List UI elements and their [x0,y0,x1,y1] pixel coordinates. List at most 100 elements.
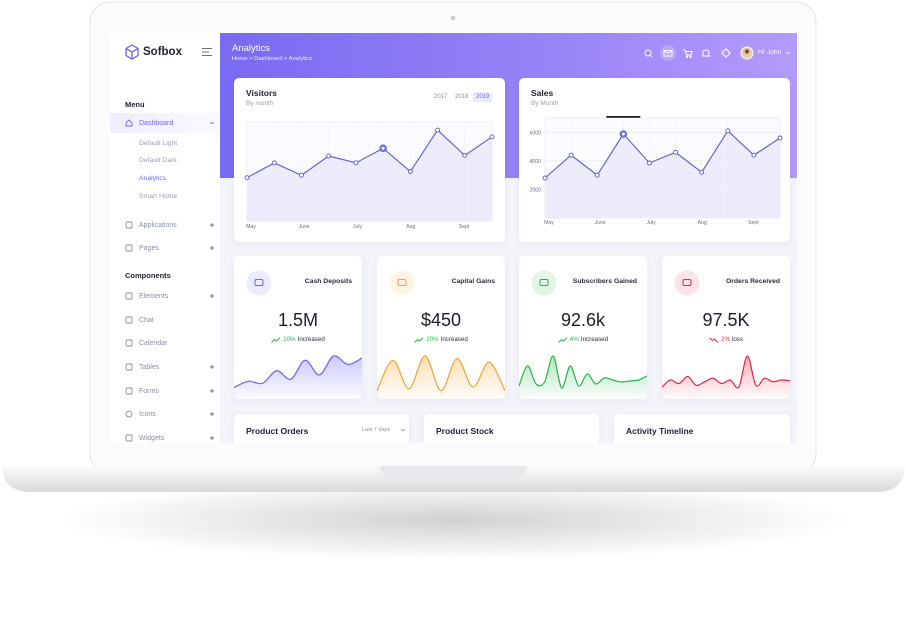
collapse-icon [210,122,214,124]
icon-shape [125,292,133,300]
trend-arrow [709,336,719,343]
icon-shape [125,339,133,347]
nav-label: Applications [139,221,177,229]
plus-shape [210,223,214,227]
nav-item[interactable]: Elements [125,292,217,300]
sparkline-line [234,355,362,389]
icon-glyph [682,279,692,286]
header-icons [644,45,790,61]
search-icon[interactable] [644,49,653,58]
user-caret[interactable] [785,51,790,55]
sparkline [234,355,362,399]
sparkline [519,355,647,399]
nav-subitem[interactable]: Default Light [139,140,178,147]
target-icon[interactable] [721,48,731,58]
plus-shape [210,294,214,298]
cart-icon[interactable] [683,49,693,59]
nav-dashboard[interactable]: Dashboard [125,119,217,127]
icon-shape [125,434,133,442]
page-title: Analytics [232,43,271,54]
nav-icon [125,434,133,442]
stat-label: Subscribers Gained [572,278,637,285]
nav-icon [125,244,133,252]
nav-item[interactable]: Tables [125,363,217,371]
nav-item[interactable]: Forms [125,387,217,395]
expand-icon [210,389,214,393]
camera [450,15,456,21]
icon-shape [125,410,133,418]
home-icon [125,119,133,127]
components-heading: Components [125,271,171,280]
change-text: Increased [580,336,609,343]
expand-icon [210,294,214,298]
nav-item[interactable]: Pages [125,244,217,252]
user-name[interactable]: Hi' John [758,49,782,56]
stat-card: Cash Deposits 1.5M 10% Increased [234,256,362,399]
icon-bg [674,270,700,296]
plus-shape [210,412,214,416]
dropdown-caret[interactable] [400,427,406,433]
mail-icon[interactable] [663,50,673,57]
nav-item[interactable]: Chat [125,316,217,324]
breadcrumb[interactable]: Home > Dashboard > Analytics [232,56,312,62]
nav-label: Widgets [139,434,165,442]
nav-subitem[interactable]: Default Dark [139,157,177,164]
menu-toggle[interactable] [201,47,213,57]
stat-change: 2% loss [662,336,790,343]
plus-shape [210,436,214,440]
nav-item[interactable]: Icons [125,410,217,418]
icon-bg [389,270,415,296]
change-value: 20% [426,336,439,343]
sparkline-area [377,355,505,399]
year-tab[interactable]: 2017 [434,94,448,100]
card-title: Product Stock [436,426,494,436]
visitors-card: Visitors By month 2017 2018 2019 [234,78,505,242]
laptop-base [2,466,905,492]
nav-item[interactable]: Applications [125,221,217,229]
screen: Analytics Home > Dashboard > Analytics H… [110,33,797,443]
change-value: 4% [569,336,579,343]
expand-icon [210,246,214,250]
icon-shape [125,244,133,252]
expand-icon [210,436,214,440]
change-value: 2% [721,336,730,343]
trend-arrow-line [271,336,281,343]
change-text: Increased [297,336,325,343]
nav-label: Icons [139,410,156,418]
nav-icon [125,292,133,300]
sparkline-area [662,355,790,399]
expand-icon [210,365,214,369]
icon-shape [125,316,133,324]
stat-card: Capital Gains $450 20% Increased [377,256,505,399]
nav-label: Tables [139,363,160,371]
expand-icon [210,223,214,227]
stat-value: $450 [420,310,462,330]
menu-heading: Menu [125,100,145,109]
change-value: 10% [283,336,296,343]
nav-label: Forms [139,387,159,395]
icon-glyph [254,279,264,286]
active-row-bg [110,113,220,133]
stat-label: Orders Received [725,278,780,285]
nav-item[interactable]: Calendar [125,339,217,347]
expand-icon [210,412,214,416]
range-dropdown[interactable]: Last 7 days [362,427,391,433]
card-title: Activity Timeline [626,426,694,436]
year-tab[interactable]: 2018 [455,94,469,100]
nav-subitem[interactable]: Smart Home [139,193,178,200]
trend-arrow-line [558,336,568,343]
sidebar: Sofbox Menu Dashboard Components Default… [110,33,220,443]
stat-change: 20% Increased [377,336,505,343]
change-text: loss [731,336,743,343]
stat-icon [389,270,415,296]
change-text: Increased [440,336,468,343]
stat-card: Subscribers Gained 92.6k 4% Increased [519,256,647,399]
year-tab-active[interactable]: 2019 [473,92,493,102]
stat-icon [246,270,272,296]
icon-glyph [539,279,549,286]
nav-item[interactable]: Widgets [125,434,217,442]
sparkline [377,355,505,399]
bell-icon[interactable] [702,49,710,57]
nav-subitem[interactable]: Analytics [139,175,167,182]
brand[interactable]: Sofbox [143,46,182,58]
